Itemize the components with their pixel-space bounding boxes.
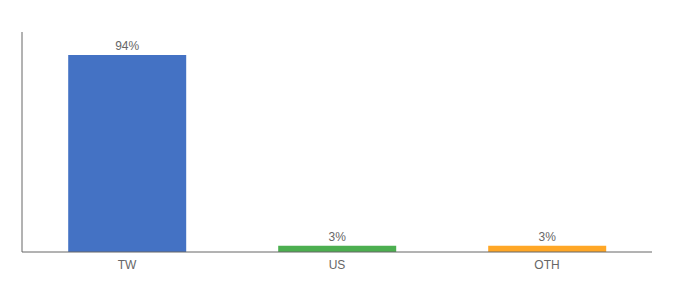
svg-text:3%: 3% [539,230,557,244]
svg-text:3%: 3% [329,230,347,244]
svg-text:OTH: OTH [534,258,559,272]
svg-text:US: US [329,258,346,272]
svg-text:94%: 94% [115,39,139,53]
svg-text:TW: TW [118,258,137,272]
